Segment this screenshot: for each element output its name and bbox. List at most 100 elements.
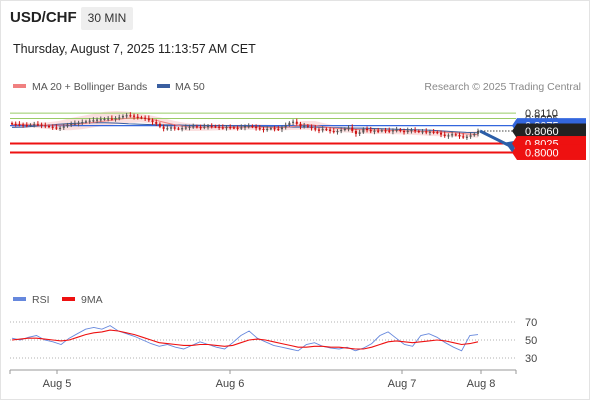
legend-rsi-label: RSI: [32, 294, 50, 306]
candle: [210, 125, 213, 128]
legend-ma50-label: MA 50: [175, 81, 205, 93]
candle: [236, 127, 239, 129]
candle: [462, 136, 465, 138]
candle: [336, 131, 339, 133]
candle: [44, 125, 47, 127]
candle: [14, 123, 17, 126]
candle: [447, 135, 450, 137]
candle: [136, 116, 139, 118]
candle: [391, 130, 394, 132]
candle: [59, 127, 62, 129]
candle: [332, 131, 335, 133]
candle: [377, 130, 380, 132]
candle: [33, 124, 36, 126]
candle: [40, 124, 43, 126]
candle: [465, 136, 468, 138]
candle: [428, 131, 431, 133]
timeframe-button[interactable]: 30 MIN: [81, 7, 133, 30]
candle: [170, 127, 173, 129]
legend-rsi-swatch: [13, 297, 26, 301]
candle: [262, 128, 265, 131]
level-label-0.8110: 0.8110: [525, 108, 558, 120]
candle: [317, 129, 320, 131]
candle: [133, 115, 136, 117]
candle: [29, 124, 32, 127]
candle: [184, 127, 187, 129]
candle: [77, 122, 80, 124]
level-tag-pointer: [512, 144, 517, 160]
candle: [451, 134, 454, 136]
candle: [384, 130, 387, 132]
candle: [218, 126, 221, 128]
candle: [454, 134, 457, 136]
candle: [125, 115, 128, 117]
candle: [118, 117, 121, 119]
candle: [88, 120, 91, 122]
candle: [181, 128, 184, 130]
candle: [107, 118, 110, 120]
level-tag-pointer: [512, 123, 517, 139]
candle: [96, 119, 99, 121]
candle: [121, 115, 124, 118]
candle: [55, 127, 58, 129]
candle: [173, 127, 176, 129]
time-axis-labels: Aug 5 Aug 6 Aug 7 Aug 8: [9, 370, 517, 390]
candle: [247, 125, 250, 128]
candle: [243, 126, 247, 128]
candle: [225, 127, 228, 129]
candle: [232, 127, 235, 129]
candle: [144, 117, 147, 119]
candle: [325, 128, 328, 131]
candle: [155, 122, 158, 124]
candle: [273, 128, 276, 130]
candle: [321, 128, 324, 131]
candle: [403, 131, 406, 133]
candle: [358, 132, 361, 134]
rsi-series-rsi: [11, 325, 479, 352]
candle: [18, 124, 21, 126]
candle: [380, 130, 383, 132]
candle: [192, 126, 195, 128]
legend-ma20-label: MA 20 + Bollinger Bands: [32, 81, 147, 93]
candle: [114, 118, 117, 120]
candle: [388, 130, 391, 132]
candle: [436, 132, 439, 134]
candle: [147, 118, 150, 121]
candle: [284, 125, 287, 128]
candle: [458, 134, 461, 137]
candle: [25, 124, 28, 127]
time-tick-label: Aug 7: [388, 378, 417, 390]
candle: [73, 123, 76, 125]
candle: [362, 128, 365, 133]
candle: [22, 124, 25, 126]
candle: [255, 126, 258, 129]
candle: [70, 123, 73, 126]
candle: [92, 120, 95, 122]
candle: [62, 126, 65, 128]
level-tag-label-0.8060: 0.8060: [525, 126, 559, 138]
candle: [288, 122, 291, 126]
candle: [188, 126, 191, 128]
rsi-tick-70: 70: [525, 317, 537, 329]
candle: [199, 127, 202, 129]
legend-rsi-ma-swatch: [62, 297, 75, 301]
candle: [129, 115, 132, 117]
time-tick-label: Aug 6: [216, 378, 245, 390]
candle: [99, 119, 102, 121]
credit-label: Research © 2025 Trading Central: [424, 81, 581, 93]
candle: [158, 123, 161, 127]
candle: [214, 126, 217, 128]
candle: [151, 120, 154, 123]
candle: [314, 128, 317, 130]
candle: [206, 125, 210, 128]
candle: [10, 123, 14, 125]
legend-ma20-swatch: [13, 84, 26, 88]
candle: [395, 129, 398, 131]
candle: [421, 131, 424, 133]
candle: [469, 135, 472, 137]
datetime-label: Thursday, August 7, 2025 11:13:57 AM CET: [13, 42, 256, 56]
candle: [295, 121, 298, 124]
legend-ma50-swatch: [157, 84, 170, 88]
